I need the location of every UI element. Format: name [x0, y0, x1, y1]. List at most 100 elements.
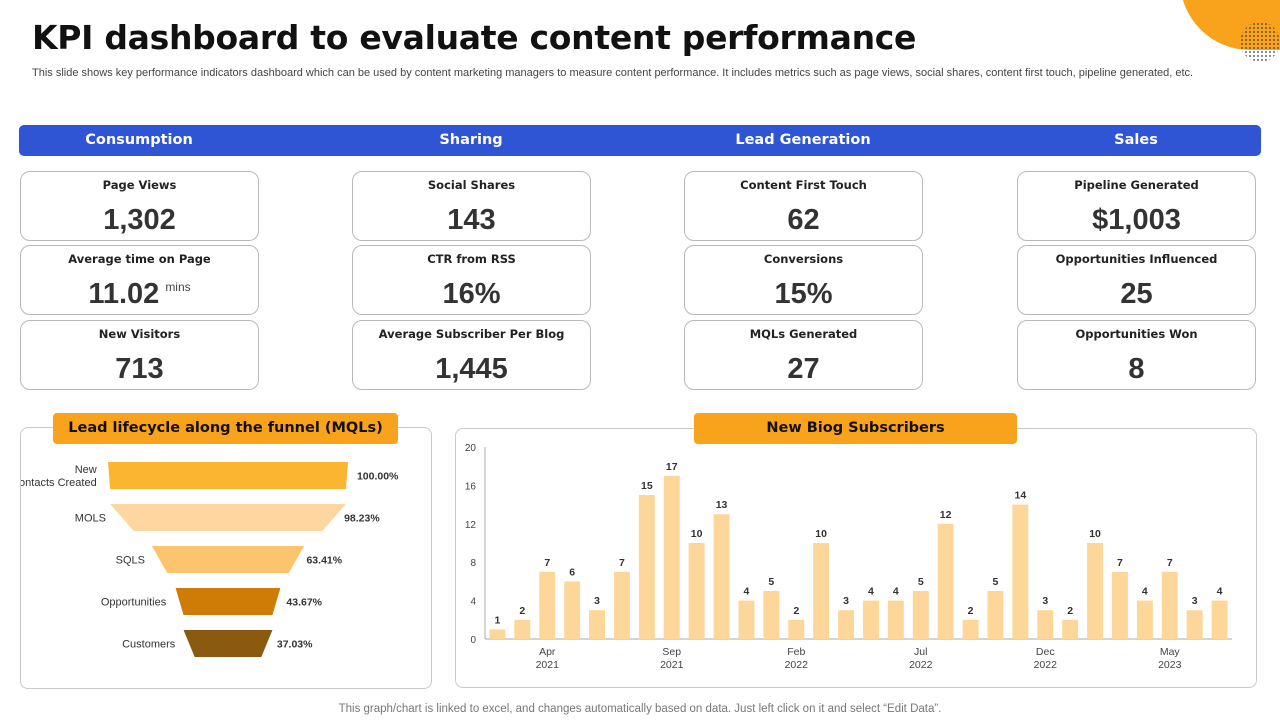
bar-value-label: 2 — [968, 605, 974, 617]
funnel-stage-label: Contacts Created — [21, 477, 97, 489]
bar-value-label: 4 — [868, 586, 874, 598]
kpi-card-content-first-touch: Content First Touch 62 — [684, 171, 923, 241]
category-consumption: Consumption — [85, 132, 193, 148]
x-tick-label: Feb — [787, 646, 805, 658]
bar-value-label: 12 — [940, 509, 952, 521]
bar-27 — [1161, 571, 1178, 639]
kpi-value: 713 — [21, 353, 258, 386]
funnel-percent-label: 63.41% — [306, 555, 342, 567]
bar-1 — [514, 619, 531, 639]
bar-value-label: 3 — [1192, 595, 1198, 607]
bar-14 — [838, 610, 855, 639]
funnel-percent-label: 43.67% — [286, 597, 322, 609]
kpi-number: 27 — [787, 353, 820, 385]
kpi-card-opportunities-influenced: Opportunities Influenced 25 — [1017, 245, 1256, 315]
kpi-label: Page Views — [102, 178, 177, 192]
kpi-card-conversions: Conversions 15% — [684, 245, 923, 315]
kpi-label: CTR from RSS — [427, 252, 516, 266]
bar-18 — [937, 523, 954, 639]
funnel-stage-label: New — [75, 464, 97, 476]
bar-19 — [962, 619, 979, 639]
kpi-label: Content First Touch — [740, 178, 867, 192]
bar-value-label: 1 — [495, 614, 501, 626]
y-tick-label: 12 — [465, 520, 477, 531]
kpi-label: Social Shares — [427, 178, 516, 192]
kpi-card-pipeline-generated: Pipeline Generated $1,003 — [1017, 171, 1256, 241]
category-lead-generation: Lead Generation — [735, 132, 871, 148]
bar-24 — [1087, 543, 1104, 639]
bar-0 — [489, 629, 506, 639]
kpi-value: 25 — [1018, 278, 1255, 311]
bar-2 — [539, 571, 556, 639]
bar-4 — [589, 610, 606, 639]
bar-value-label: 7 — [1117, 557, 1123, 569]
bar-value-label: 3 — [594, 595, 600, 607]
kpi-label: MQLs Generated — [749, 327, 858, 341]
bar-21 — [1012, 504, 1029, 639]
funnel-stage-label: Opportunities — [101, 597, 167, 609]
bar-5 — [613, 571, 630, 639]
kpi-card-page-views: Page Views 1,302 — [20, 171, 259, 241]
bar-28 — [1186, 610, 1203, 639]
bar-value-label: 2 — [519, 605, 525, 617]
kpi-number: 1,302 — [103, 204, 176, 236]
bar-value-label: 2 — [793, 605, 799, 617]
bar-value-label: 10 — [815, 528, 827, 540]
kpi-number: 1,445 — [435, 353, 508, 385]
funnel-segment-customers — [183, 630, 273, 657]
kpi-unit: mins — [165, 280, 191, 294]
funnel-percent-label: 98.23% — [344, 513, 380, 525]
funnel-segment-mols — [110, 504, 346, 531]
kpi-label: New Visitors — [98, 327, 181, 341]
kpi-number: $1,003 — [1092, 204, 1181, 236]
kpi-value: 143 — [353, 204, 590, 237]
bar-10 — [738, 600, 755, 639]
kpi-value: 8 — [1018, 353, 1255, 386]
kpi-number: 62 — [787, 204, 820, 236]
bar-panel-title: New Biog Subscribers — [694, 413, 1017, 444]
bar-value-label: 15 — [641, 480, 653, 492]
x-tick-year-label: 2023 — [1158, 659, 1182, 671]
kpi-card-mqls-generated: MQLs Generated 27 — [684, 320, 923, 390]
kpi-card-average-time-on-page: Average time on Page 11.02 mins — [20, 245, 259, 315]
bar-value-label: 14 — [1015, 490, 1027, 502]
kpi-card-ctr-from-rss: CTR from RSS 16% — [352, 245, 591, 315]
kpi-number: 16% — [442, 278, 501, 310]
x-tick-year-label: 2022 — [909, 659, 933, 671]
bar-value-label: 5 — [768, 576, 774, 588]
page-title: KPI dashboard to evaluate content perfor… — [32, 18, 917, 57]
bar-29 — [1211, 600, 1228, 639]
kpi-card-average-subscriber-per-blog: Average Subscriber Per Blog 1,445 — [352, 320, 591, 390]
bar-value-label: 6 — [569, 566, 575, 578]
y-tick-label: 4 — [470, 597, 476, 608]
kpi-card-social-shares: Social Shares 143 — [352, 171, 591, 241]
bar-26 — [1136, 600, 1153, 639]
bar-value-label: 17 — [666, 461, 678, 473]
kpi-value: $1,003 — [1018, 204, 1255, 237]
y-tick-label: 8 — [470, 558, 476, 569]
x-tick-label: Dec — [1036, 646, 1055, 658]
kpi-value: 16% — [353, 278, 590, 311]
kpi-card-opportunities-won: Opportunities Won 8 — [1017, 320, 1256, 390]
bar-7 — [663, 475, 680, 639]
kpi-value: 62 — [685, 204, 922, 237]
kpi-label: Average time on Page — [68, 252, 211, 266]
category-sales: Sales — [1114, 132, 1158, 148]
bar-17 — [912, 591, 929, 639]
kpi-number: 25 — [1120, 278, 1153, 310]
bar-value-label: 4 — [744, 586, 750, 598]
footer-note: This graph/chart is linked to excel, and… — [338, 703, 942, 715]
funnel-stage-label: SQLS — [116, 555, 145, 567]
bar-22 — [1037, 610, 1054, 639]
kpi-value: 27 — [685, 353, 922, 386]
bar-value-label: 10 — [691, 528, 703, 540]
funnel-chart[interactable]: 100.00% NewContacts Created 98.23% MOLS 63.4… — [21, 428, 431, 688]
bar-12 — [788, 619, 805, 639]
bar-value-label: 2 — [1067, 605, 1073, 617]
bar-value-label: 4 — [1142, 586, 1148, 598]
bar-value-label: 5 — [993, 576, 999, 588]
funnel-segment-new-contacts-created — [108, 462, 348, 489]
kpi-label: Pipeline Generated — [1074, 178, 1199, 192]
kpi-value: 1,302 — [21, 204, 258, 237]
